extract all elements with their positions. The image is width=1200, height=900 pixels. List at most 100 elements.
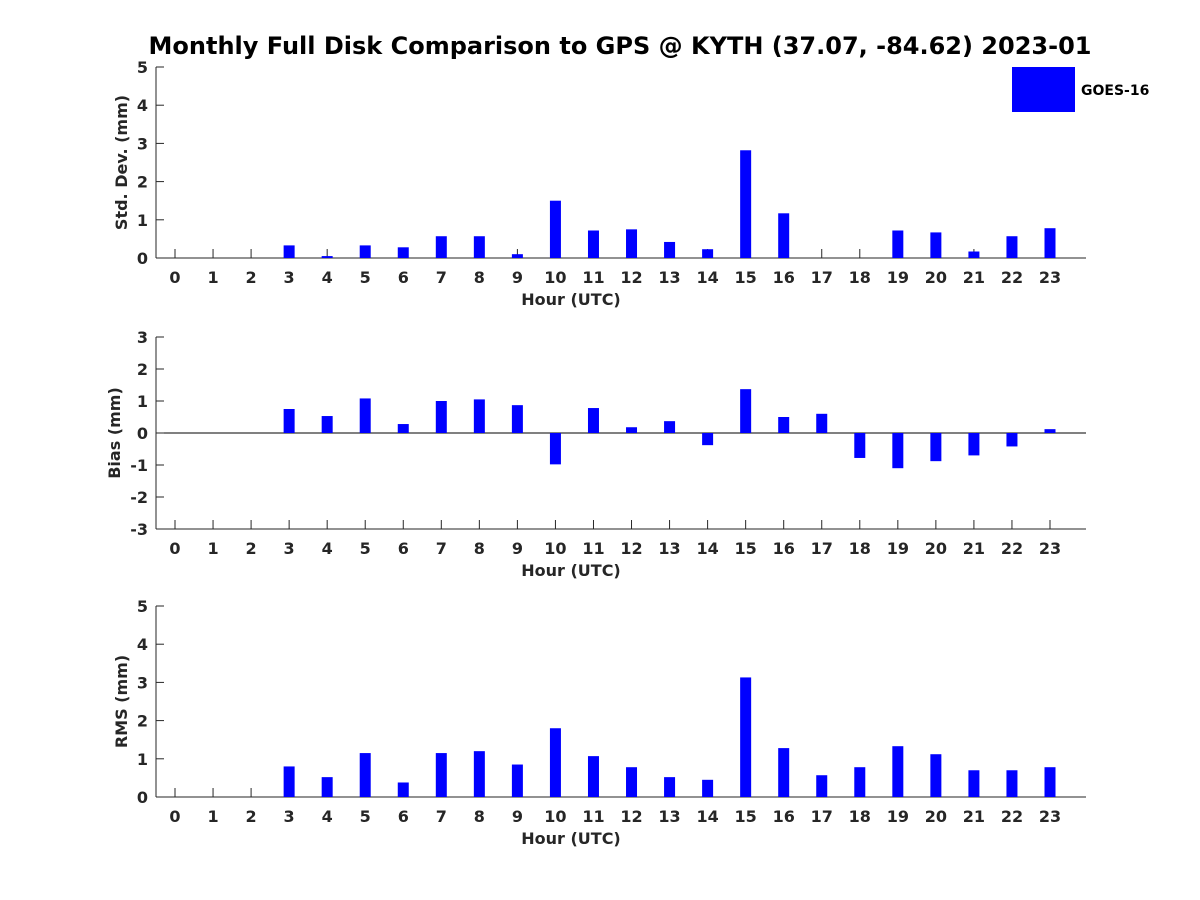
rms-bar-9 (511, 764, 523, 797)
bias-x-tick-label: 21 (963, 539, 985, 558)
bias-bar-8 (473, 399, 485, 433)
rms-y-tick-label: 0 (137, 788, 148, 807)
std-dev-x-tick-label: 15 (735, 268, 757, 287)
rms-x-tick-label: 22 (1001, 807, 1023, 826)
rms-x-tick-label: 8 (474, 807, 485, 826)
std-dev-bar-6 (397, 247, 409, 258)
bias-bar-4 (321, 416, 333, 433)
bias-y-tick-label: 1 (137, 392, 148, 411)
bias-bar-16 (778, 417, 790, 433)
rms-x-tick-label: 14 (696, 807, 718, 826)
bias-bar-14 (702, 433, 714, 446)
std-dev-x-tick-label: 3 (284, 268, 295, 287)
rms-bar-6 (397, 782, 409, 797)
rms-x-tick-label: 10 (544, 807, 566, 826)
rms-x-tick-label: 3 (284, 807, 295, 826)
rms-bar-17 (816, 775, 828, 797)
std-dev-bar-19 (892, 230, 904, 258)
bias-bar-10 (549, 433, 561, 465)
rms-bar-15 (740, 677, 752, 797)
rms-y-tick-label: 2 (137, 712, 148, 731)
std-dev-bar-16 (778, 213, 790, 258)
rms-bar-23 (1044, 767, 1056, 797)
rms-bar-12 (626, 767, 638, 797)
bias-x-tick-label: 20 (925, 539, 947, 558)
std-dev-x-tick-label: 11 (582, 268, 604, 287)
rms-bar-8 (473, 751, 485, 797)
bias-bar-17 (816, 413, 828, 433)
bias-x-tick-label: 19 (887, 539, 909, 558)
bias-x-tick-label: 1 (207, 539, 218, 558)
std-dev-bar-5 (359, 245, 371, 258)
std-dev-x-tick-label: 17 (811, 268, 833, 287)
bias-x-tick-label: 12 (620, 539, 642, 558)
std-dev-y-tick-label: 2 (137, 173, 148, 192)
rms-x-tick-label: 2 (246, 807, 257, 826)
std-dev-bar-9 (511, 254, 523, 258)
rms-x-tick-label: 16 (773, 807, 795, 826)
bias-bar-3 (283, 409, 295, 433)
bias-bar-18 (854, 433, 866, 458)
figure-title: Monthly Full Disk Comparison to GPS @ KY… (149, 32, 1092, 60)
bias-x-tick-label: 0 (169, 539, 180, 558)
bias-x-tick-label: 11 (582, 539, 604, 558)
legend: GOES-16 (1012, 67, 1149, 112)
std-dev-x-tick-label: 7 (436, 268, 447, 287)
rms-x-tick-label: 0 (169, 807, 180, 826)
bias-x-tick-label: 2 (246, 539, 257, 558)
bias-x-tick-label: 9 (512, 539, 523, 558)
bias-bar-7 (435, 401, 447, 433)
rms-x-tick-label: 6 (398, 807, 409, 826)
rms-x-tick-label: 19 (887, 807, 909, 826)
std-dev-x-tick-label: 12 (620, 268, 642, 287)
std-dev-x-tick-label: 23 (1039, 268, 1061, 287)
std-dev-x-tick-label: 10 (544, 268, 566, 287)
rms-bar-10 (549, 728, 561, 797)
bias-x-tick-label: 6 (398, 539, 409, 558)
rms-bar-20 (930, 754, 942, 797)
bias-y-tick-label: 0 (137, 424, 148, 443)
std-dev-bar-7 (435, 236, 447, 258)
legend-label: GOES-16 (1081, 83, 1149, 99)
bias-x-label: Hour (UTC) (521, 561, 621, 580)
rms-bar-16 (778, 748, 790, 797)
std-dev-bar-23 (1044, 228, 1056, 258)
bias-y-tick-label: -2 (130, 488, 148, 507)
std-dev-x-tick-label: 5 (360, 268, 371, 287)
rms-y-label: RMS (mm) (112, 655, 131, 748)
bias-x-tick-label: 16 (773, 539, 795, 558)
bias-bar-22 (1006, 433, 1018, 447)
rms-bar-18 (854, 767, 866, 797)
bias-x-tick-label: 3 (284, 539, 295, 558)
bias-bar-9 (511, 405, 523, 433)
bias-x-tick-label: 7 (436, 539, 447, 558)
rms-x-tick-label: 9 (512, 807, 523, 826)
std-dev-bar-15 (740, 150, 752, 258)
rms-x-tick-label: 5 (360, 807, 371, 826)
bias-x-tick-label: 14 (696, 539, 718, 558)
bias-bar-20 (930, 433, 942, 462)
std-dev-x-tick-label: 9 (512, 268, 523, 287)
bias-x-tick-label: 15 (735, 539, 757, 558)
std-dev-x-tick-label: 20 (925, 268, 947, 287)
rms-x-tick-label: 15 (735, 807, 757, 826)
bias-bar-21 (968, 433, 980, 456)
bias-x-tick-label: 22 (1001, 539, 1023, 558)
rms-bar-5 (359, 753, 371, 797)
rms-bar-13 (664, 777, 676, 797)
legend-swatch (1012, 67, 1075, 112)
std-dev-x-tick-label: 19 (887, 268, 909, 287)
rms-x-tick-label: 7 (436, 807, 447, 826)
bias-bar-5 (359, 398, 371, 433)
bias-bar-6 (397, 424, 409, 433)
bias-y-label: Bias (mm) (105, 387, 124, 479)
bias-x-tick-label: 10 (544, 539, 566, 558)
std-dev-x-label: Hour (UTC) (521, 290, 621, 309)
std-dev-x-tick-label: 16 (773, 268, 795, 287)
rms-x-tick-label: 13 (658, 807, 680, 826)
bias-bar-19 (892, 433, 904, 469)
bias-bar-12 (626, 427, 638, 433)
